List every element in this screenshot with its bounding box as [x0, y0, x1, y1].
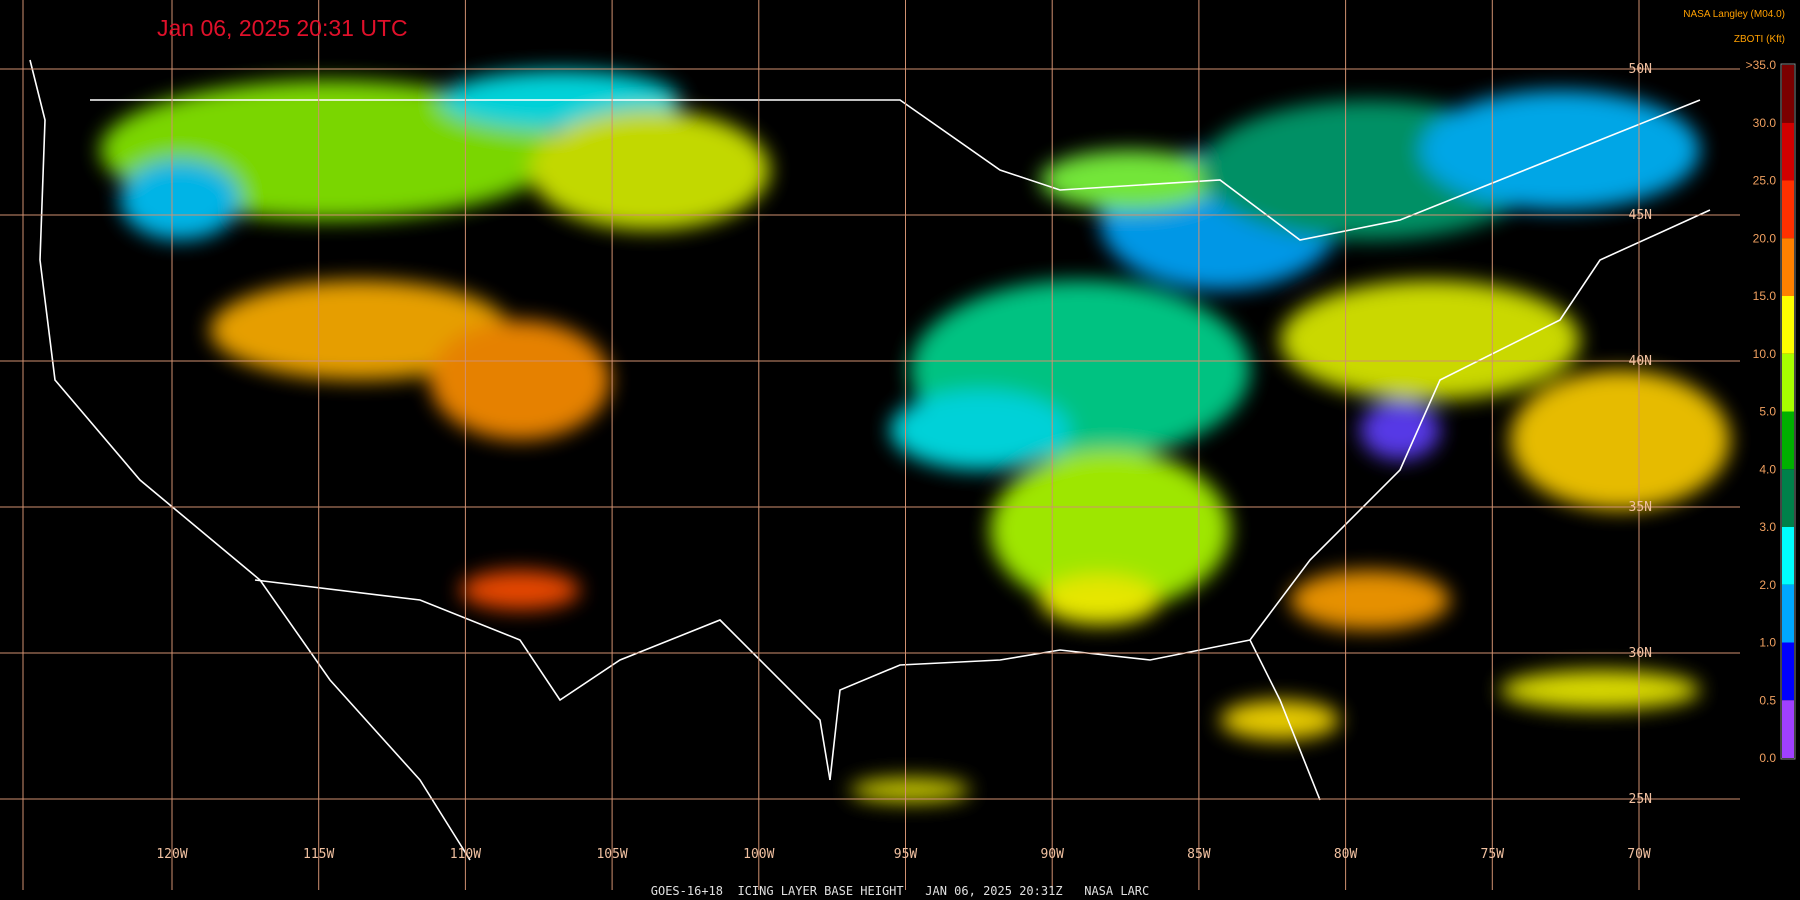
legend-label: 10.0	[1753, 347, 1777, 361]
color-bar: >35.0 30.0 25.0 20.0 15.0 10.0 5.0 4.0 3.0 2.0 1.0…	[1746, 58, 1796, 765]
color-segment	[1782, 238, 1794, 296]
legend-label: >35.0	[1746, 58, 1777, 72]
source: NASA Langley (M04.0)	[1683, 9, 1785, 20]
color-segment	[1782, 700, 1794, 758]
latitude-label: 40N	[1629, 354, 1652, 369]
longitude-label: 75W	[1481, 847, 1505, 862]
legend-label: 2.0	[1759, 578, 1776, 592]
longitude-label: 100W	[743, 847, 774, 862]
color-segment	[1782, 642, 1794, 701]
legend-label: 5.0	[1759, 405, 1776, 419]
longitude-label: 95W	[894, 847, 918, 862]
color-segment	[1782, 353, 1794, 412]
longitude-label: 110W	[450, 847, 481, 862]
color-segment	[1782, 411, 1794, 470]
coastline	[29, 59, 1711, 861]
legend-label: 4.0	[1759, 462, 1776, 476]
footer: GOES-16+18 ICING LAYER BASE HEIGHT JAN 0…	[651, 884, 1150, 898]
color-segment	[1782, 180, 1794, 239]
timestamp: Jan 06, 2025 20:31 UTC	[157, 15, 408, 41]
latitude-label: 35N	[1629, 500, 1652, 515]
legend-label: 1.0	[1759, 636, 1776, 650]
latitude-label: 25N	[1629, 792, 1652, 807]
longitude-label: 120W	[156, 847, 187, 862]
color-segment	[1782, 65, 1794, 123]
legend-label: 0.5	[1759, 693, 1776, 707]
color-segment	[1782, 122, 1794, 181]
legend-label: 3.0	[1759, 520, 1776, 534]
longitude-label: 85W	[1187, 847, 1211, 862]
legend-label: 0.0	[1759, 751, 1776, 765]
color-segment	[1782, 296, 1794, 354]
color-segment	[1782, 584, 1794, 643]
legend-label: 20.0	[1753, 231, 1777, 245]
longitude-label: 80W	[1334, 847, 1358, 862]
color-segment	[1782, 527, 1794, 585]
graticule: 120W 115W 110W 105W 100W 95W 90W 85W 80W 75W 70W 50…	[0, 0, 1740, 890]
legend-label: 30.0	[1753, 116, 1777, 130]
latitude-label: 45N	[1629, 208, 1652, 223]
longitude-label: 90W	[1040, 847, 1064, 862]
latitude-label: 30N	[1629, 646, 1652, 661]
legend-label: 15.0	[1753, 289, 1777, 303]
longitude-label: 105W	[596, 847, 627, 862]
longitude-label: 115W	[303, 847, 334, 862]
cloud-field	[100, 70, 1730, 802]
longitude-label: 70W	[1627, 847, 1651, 862]
product-code: ZBOTI (Kft)	[1734, 34, 1785, 45]
legend-label: 25.0	[1753, 174, 1777, 188]
latitude-label: 50N	[1629, 62, 1652, 77]
color-segment	[1782, 469, 1794, 527]
